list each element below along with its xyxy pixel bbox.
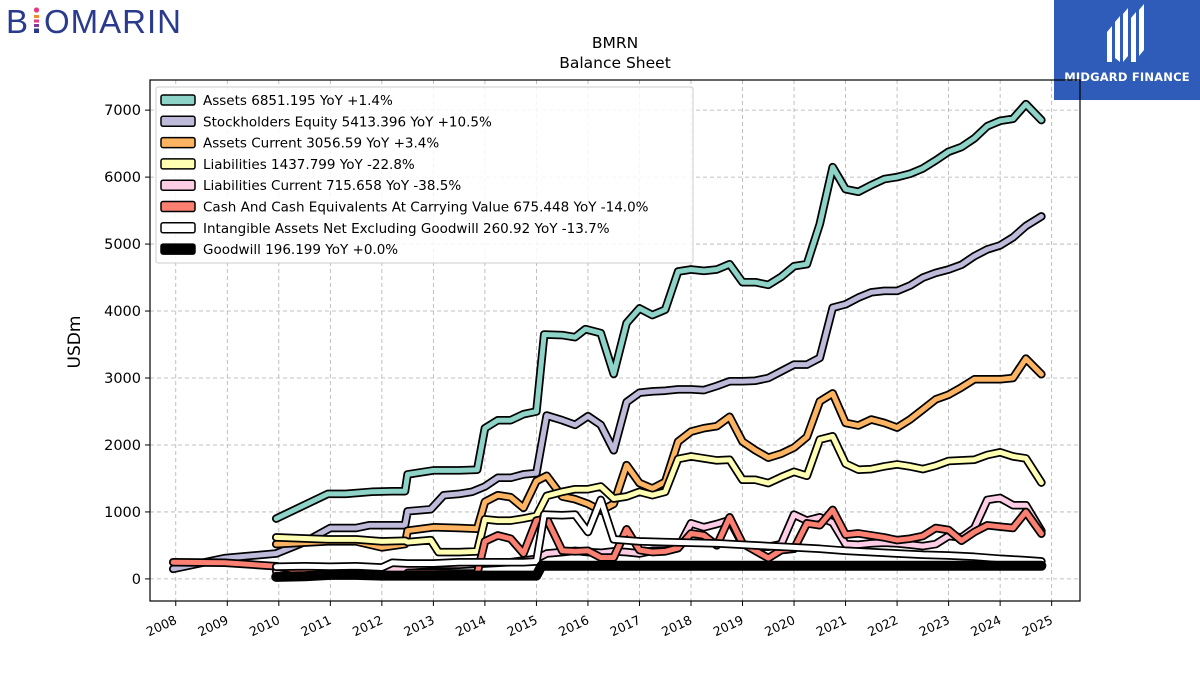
x-tick-label: 2009 — [195, 612, 230, 639]
series-line-goodwill — [271, 560, 1047, 582]
y-tick-label: 3000 — [104, 371, 141, 387]
plot-frame — [149, 79, 1081, 602]
legend-label-goodwill: Goodwill 196.199 YoY +0.0% — [203, 242, 398, 258]
legend: Assets 6851.195 YoY +1.4% Stockholders Eq… — [155, 86, 694, 264]
series-line-assets-current — [273, 356, 1044, 550]
legend-swatch-assets-current — [160, 136, 196, 149]
biomarin-logo: B OMARIN — [6, 3, 182, 40]
x-tick-label: 2020 — [762, 612, 797, 639]
logo-i-mark — [33, 7, 40, 33]
x-tick-label: 2017 — [608, 612, 643, 639]
x-tick-label: 2014 — [453, 612, 488, 639]
y-axis: 0 1000 2000 3000 4000 5000 6000 7000 — [104, 103, 150, 588]
x-tick-label: 2025 — [1020, 612, 1055, 639]
x-tick-label: 2016 — [556, 612, 591, 639]
series-lines — [168, 99, 1047, 582]
legend-label-assets: Assets 6851.195 YoY +1.4% — [203, 93, 393, 109]
x-axis: 2008 2009 2010 2011 2012 2013 2014 2015 2016 2017… — [144, 601, 1055, 639]
x-tick-label: 2019 — [711, 612, 746, 639]
x-tick-label: 2015 — [505, 612, 540, 639]
x-tick-label: 2008 — [144, 612, 179, 639]
x-tick-label: 2023 — [917, 612, 952, 639]
legend-swatch-liabilities-current — [160, 179, 196, 191]
midgard-finance-badge: MIDGARD FINANCE — [1054, 0, 1200, 100]
chart-subtitle: Balance Sheet — [559, 54, 671, 72]
legend-label-liabilities: Liabilities 1437.799 YoY -22.8% — [203, 157, 415, 173]
x-tick-label: 2024 — [968, 612, 1003, 639]
legend-swatch-liabilities — [160, 158, 196, 170]
y-tick-label: 4000 — [104, 304, 141, 320]
svg-text:B: B — [6, 3, 29, 40]
x-tick-label: 2011 — [298, 612, 333, 639]
series-line-liabilities — [273, 433, 1044, 555]
x-tick-label: 2013 — [401, 612, 436, 639]
legend-box — [155, 86, 694, 264]
svg-text:OMARIN: OMARIN — [44, 3, 182, 40]
y-axis-label: USDm — [65, 316, 85, 369]
x-tick-label: 2012 — [350, 612, 385, 639]
x-tick-label: 2010 — [247, 612, 282, 639]
legend-swatch-goodwill — [160, 243, 196, 255]
series-line-assets — [273, 101, 1044, 522]
chart-title: BMRN — [592, 34, 638, 52]
legend-swatch-cash — [160, 200, 196, 213]
x-tick-label: 2021 — [814, 612, 849, 639]
y-tick-label: 5000 — [104, 237, 141, 253]
legend-label-assets-current: Assets Current 3056.59 YoY +3.4% — [203, 136, 439, 152]
legend-label-stockholders-equity: Stockholders Equity 5413.396 YoY +10.5% — [203, 114, 492, 130]
legend-swatch-assets — [160, 94, 196, 106]
legend-label-cash: Cash And Cash Equivalents At Carrying Va… — [203, 200, 649, 216]
midgard-finance-label: MIDGARD FINANCE — [1064, 70, 1190, 84]
y-tick-label: 1000 — [104, 505, 141, 521]
series-line-intangibles — [273, 497, 1044, 570]
legend-label-intangibles: Intangible Assets Net Excluding Goodwill… — [203, 221, 610, 237]
y-tick-label: 6000 — [104, 170, 141, 186]
legend-swatch-intangibles — [160, 222, 196, 234]
x-tick-label: 2018 — [659, 612, 694, 639]
x-tick-label: 2022 — [865, 612, 900, 639]
series-line-stockholders-equity — [170, 213, 1044, 572]
y-tick-label: 2000 — [104, 438, 141, 454]
midgard-finance-logo-mark — [1107, 4, 1144, 62]
legend-label-liabilities-current: Liabilities Current 715.658 YoY -38.5% — [203, 178, 461, 194]
legend-swatch-stockholders-equity — [160, 115, 196, 128]
y-tick-label: 0 — [132, 572, 141, 588]
y-tick-label: 7000 — [104, 103, 141, 119]
